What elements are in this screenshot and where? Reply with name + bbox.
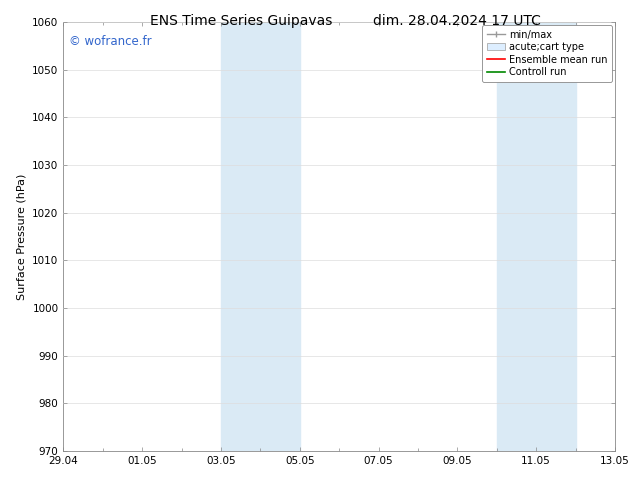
Legend: min/max, acute;cart type, Ensemble mean run, Controll run: min/max, acute;cart type, Ensemble mean …: [482, 25, 612, 82]
Text: dim. 28.04.2024 17 UTC: dim. 28.04.2024 17 UTC: [373, 14, 540, 28]
Text: ENS Time Series Guipavas: ENS Time Series Guipavas: [150, 14, 332, 28]
Bar: [261, 22, 300, 451]
Bar: [536, 22, 576, 451]
Y-axis label: Surface Pressure (hPa): Surface Pressure (hPa): [16, 173, 27, 299]
Bar: [497, 22, 536, 451]
Bar: [221, 22, 261, 451]
Text: © wofrance.fr: © wofrance.fr: [69, 35, 152, 48]
